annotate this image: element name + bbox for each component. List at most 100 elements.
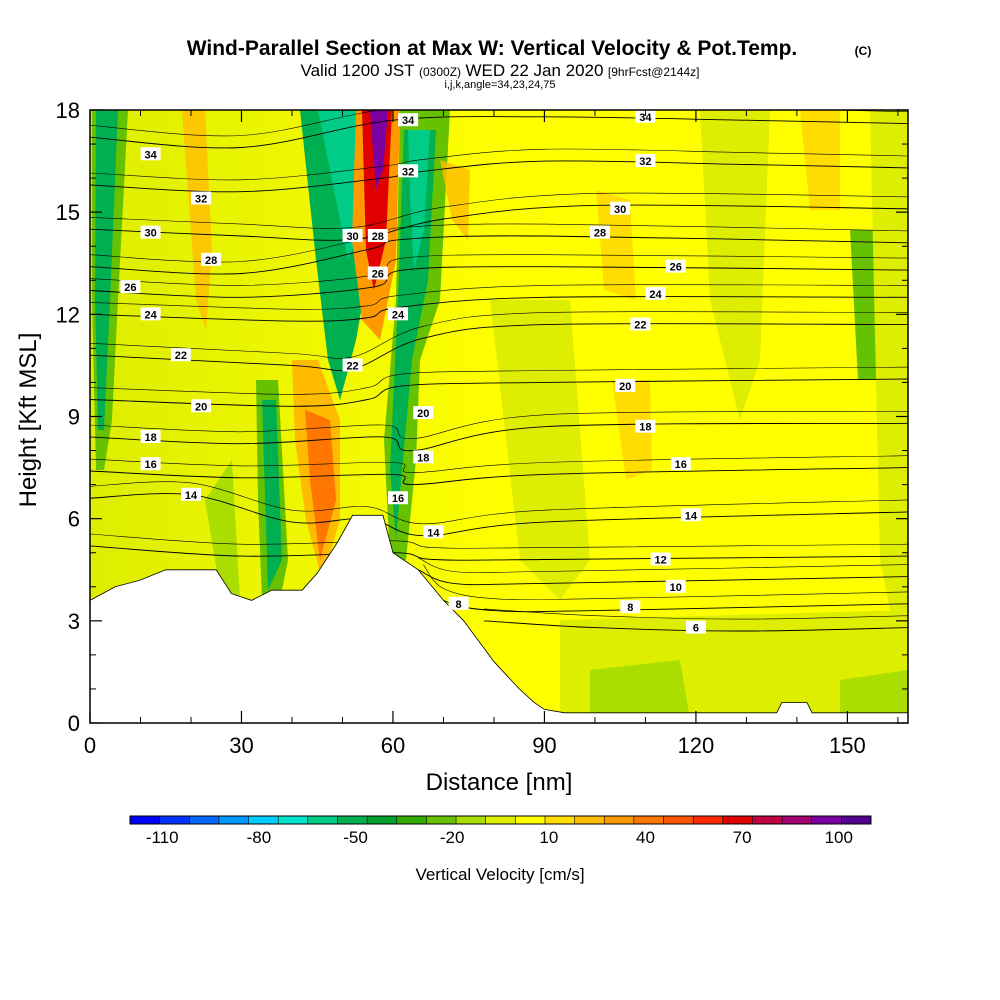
contour-label-box <box>191 399 212 413</box>
colorbar-swatch <box>307 816 338 824</box>
colorbar-swatch <box>633 816 665 824</box>
theta-contour-minor <box>90 284 908 310</box>
theta-contour-22 <box>90 323 908 371</box>
contour-label-box <box>610 201 631 215</box>
contour-label: 26 <box>124 282 136 294</box>
field-patch-surface-green <box>590 660 690 720</box>
field-patch-central-purple <box>370 110 388 190</box>
contour-label: 22 <box>175 350 187 362</box>
colorbar: -110 -80 -50 -20 10 40 70 100 <box>129 815 872 847</box>
subtitle-date: WED 22 Jan 2020 <box>465 61 603 80</box>
contour-label-box <box>448 596 469 610</box>
theta-contour-6 <box>483 620 908 632</box>
theta-contour-12 <box>90 545 908 561</box>
theta-contour-28 <box>90 235 908 275</box>
y-tick-label: 0 <box>68 711 80 736</box>
colorbar-swatch <box>574 816 605 824</box>
x-tick-label: 90 <box>532 733 556 758</box>
colorbar-tick-label: -20 <box>440 828 465 847</box>
y-tick-label: 12 <box>56 302 80 327</box>
contour-label: 20 <box>195 401 207 413</box>
subtitle-utc: (0300Z) <box>419 65 461 79</box>
theta-contour-32 <box>90 160 908 193</box>
contour-label: 8 <box>627 602 633 614</box>
contour-label-box <box>685 620 706 634</box>
contour-label: 20 <box>619 381 631 393</box>
colorbar-swatch <box>693 816 724 824</box>
theta-contour-30 <box>90 204 908 241</box>
contour-label-box <box>665 579 686 593</box>
colorbar-swatch <box>544 816 576 824</box>
chart-subtitle-indices: i,j,k,angle=34,23,24,75 <box>444 79 555 91</box>
y-tick-label: 18 <box>56 98 80 123</box>
contour-label: 6 <box>693 623 699 635</box>
contour-labels: 34 34 34 32 32 32 30 30 30 28 28 28 26 26 26 24 24 24 22 22… <box>120 109 706 635</box>
contour-label-box <box>635 419 656 433</box>
field-patch-far-right-lime <box>700 110 770 420</box>
colorbar-tick-label: 100 <box>825 828 853 847</box>
contour-label: 28 <box>372 231 384 243</box>
colorbar-swatch <box>515 816 546 824</box>
contour-label: 14 <box>427 527 440 539</box>
contour-label-box <box>140 307 161 321</box>
colorbar-swatch <box>663 816 694 824</box>
contour-label: 24 <box>144 309 157 321</box>
contour-label: 18 <box>144 432 156 444</box>
chart-title-mark: (C) <box>855 44 872 58</box>
contour-label: 16 <box>392 493 404 505</box>
contour-label-box <box>120 280 141 294</box>
subtitle-forecast: [9hrFcst@2144z] <box>608 65 700 79</box>
contour-label: 34 <box>144 149 157 161</box>
contour-label-box <box>650 552 671 566</box>
contour-label-box <box>191 191 212 205</box>
contour-label: 34 <box>639 112 652 124</box>
field-patch-east-orange <box>440 160 470 240</box>
x-tick-label: 150 <box>829 733 866 758</box>
x-tick-label: 0 <box>84 733 96 758</box>
colorbar-swatch <box>159 816 190 824</box>
theta-contour-34 <box>90 116 908 149</box>
colorbar-swatch <box>189 816 220 824</box>
colorbar-tick-label: -110 <box>146 828 179 847</box>
contour-label: 26 <box>670 262 682 274</box>
colorbar-swatch <box>278 816 309 824</box>
contour-label-box <box>140 429 161 443</box>
contour-label-box <box>342 358 363 372</box>
x-tick-label: 120 <box>678 733 715 758</box>
colorbar-swatch <box>396 816 427 824</box>
y-axis-label: Height [Kft MSL] <box>15 333 42 508</box>
chart-subtitle: Valid 1200 JST (0300Z) WED 22 Jan 2020 [… <box>301 61 700 80</box>
contour-label: 34 <box>402 115 415 127</box>
contour-label: 32 <box>195 194 207 206</box>
contour-label-box <box>388 491 409 505</box>
theta-contour-minor <box>90 192 908 229</box>
colorbar-swatch <box>841 816 872 824</box>
x-tick-label: 30 <box>229 733 253 758</box>
y-tick-label: 9 <box>68 405 80 430</box>
colorbar-tick-label: 10 <box>539 828 558 847</box>
field-patch-central-cyan <box>318 110 360 260</box>
contour-label-box <box>398 164 419 178</box>
field-patch-left-orange <box>182 110 212 330</box>
contour-label-box <box>413 450 434 464</box>
colorbar-swatch <box>426 816 457 824</box>
colorbar-swatch <box>130 816 161 824</box>
contour-label: 26 <box>372 268 384 280</box>
contour-label-box <box>665 259 686 273</box>
contour-label: 14 <box>685 510 698 522</box>
theta-contour-26 <box>90 266 908 298</box>
contour-label: 24 <box>392 309 405 321</box>
colorbar-frame <box>129 815 872 825</box>
theta-contour-minor <box>90 148 908 181</box>
theta-contour-minor <box>90 254 908 286</box>
colorbar-swatch <box>218 816 250 824</box>
contour-label-box <box>413 406 434 420</box>
theta-contour-minor <box>90 533 908 549</box>
contour-label-box <box>635 109 656 123</box>
chart-title: Wind-Parallel Section at Max W: Vertical… <box>187 37 798 60</box>
contour-label-box <box>615 378 636 392</box>
y-tick-label: 6 <box>68 507 80 532</box>
contour-label-box <box>367 229 388 243</box>
contour-label-box <box>680 508 701 522</box>
contour-label-box <box>423 525 444 539</box>
